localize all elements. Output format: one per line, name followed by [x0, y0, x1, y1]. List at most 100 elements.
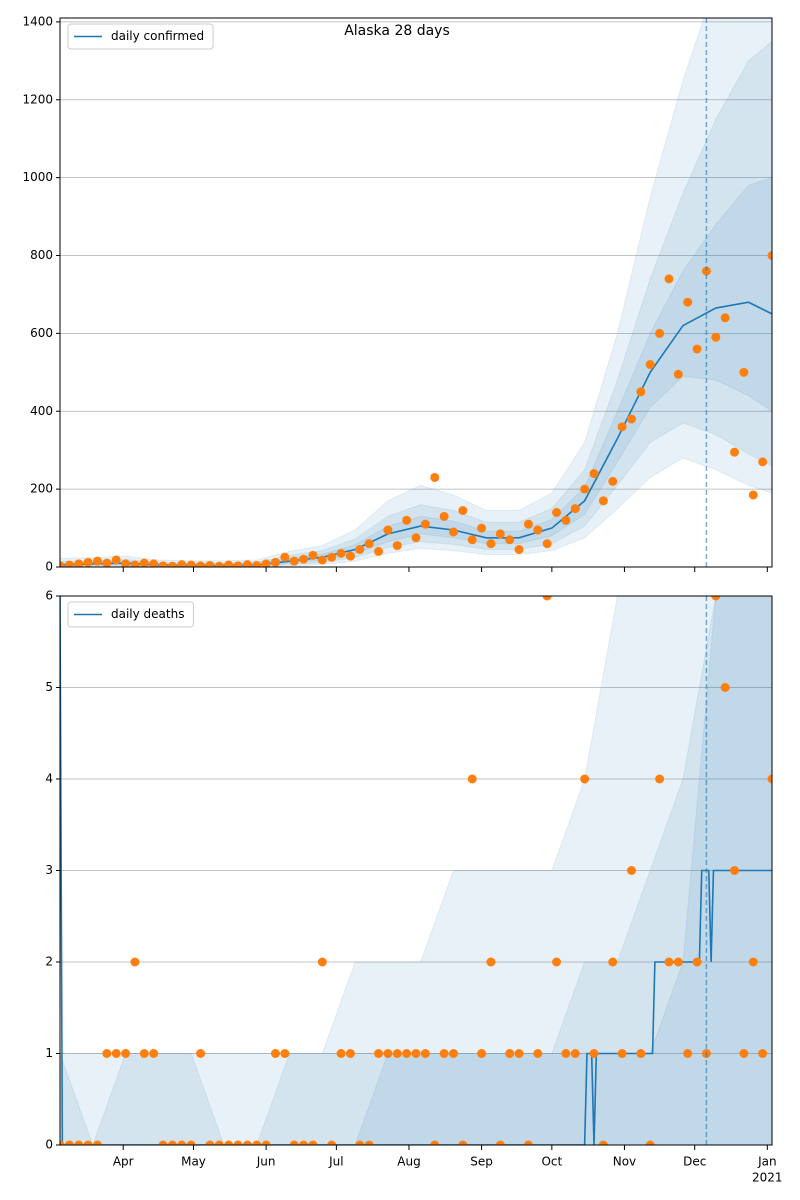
x-tick-label: Dec: [683, 1155, 706, 1169]
x-tick-label: Aug: [397, 1155, 420, 1169]
observed-point: [505, 1049, 515, 1058]
observed-point: [121, 559, 131, 567]
observed-point: [392, 541, 402, 551]
legend: daily deaths: [67, 601, 194, 628]
observed-point: [495, 1140, 505, 1145]
observed-point: [617, 1049, 627, 1058]
observed-point: [74, 559, 84, 567]
observed-point: [299, 554, 309, 564]
observed-point: [458, 1140, 468, 1145]
y-tick-label: 1000: [22, 170, 53, 184]
observed-point: [224, 560, 234, 567]
observed-point: [392, 1049, 402, 1058]
observed-point: [308, 1140, 318, 1145]
observed-point: [730, 866, 740, 875]
observed-point: [598, 1140, 608, 1145]
observed-point: [364, 539, 374, 549]
observed-point: [683, 297, 693, 307]
y-tick-label: 1200: [22, 92, 53, 106]
uncertainty-band: [60, 18, 772, 567]
observed-point: [60, 561, 65, 567]
observed-point: [205, 1140, 215, 1145]
y-tick-label: 0: [45, 560, 53, 574]
y-tick-label: 1: [45, 1046, 53, 1060]
observed-point: [589, 1049, 599, 1058]
axes-frame: [59, 17, 773, 568]
observed-point: [289, 556, 299, 566]
observed-point: [214, 561, 224, 567]
observed-point: [205, 560, 215, 567]
axes-frame: [59, 595, 773, 1146]
observed-point: [64, 560, 74, 567]
observed-point: [186, 1140, 196, 1145]
observed-point: [448, 1049, 458, 1058]
observed-point: [83, 1140, 93, 1145]
y-tick-label: 4: [45, 772, 53, 786]
observed-point: [730, 447, 740, 457]
x-tick-label: Sep: [470, 1155, 493, 1169]
observed-point: [467, 535, 477, 545]
observed-point: [92, 1140, 102, 1145]
observed-point: [767, 774, 772, 784]
observed-point: [111, 1049, 121, 1058]
observed-point: [514, 1049, 524, 1058]
observed-point: [477, 523, 487, 533]
observed-point: [720, 313, 730, 323]
observed-point: [608, 957, 618, 967]
observed-point: [430, 472, 440, 482]
observed-point: [139, 1049, 149, 1058]
observed-point: [336, 1049, 346, 1058]
observed-point: [252, 560, 262, 567]
observed-point: [111, 555, 121, 565]
y-tick-label: 2: [45, 955, 53, 969]
observed-point: [505, 535, 515, 545]
y-tick-label: 3: [45, 863, 53, 877]
observed-point: [580, 484, 590, 494]
observed-point: [514, 544, 524, 554]
observed-point: [158, 561, 168, 567]
observed-point: [224, 1140, 234, 1145]
observed-point: [83, 557, 93, 567]
observed-point: [664, 957, 674, 967]
observed-point: [758, 457, 768, 467]
observed-point: [523, 519, 533, 529]
observed-point: [533, 525, 543, 535]
legend: daily confirmed: [67, 23, 214, 50]
observed-point: [711, 596, 721, 601]
observed-point: [149, 559, 159, 567]
observed-point: [589, 469, 599, 479]
y-tick-label: 800: [30, 248, 53, 262]
observed-point: [280, 1049, 290, 1058]
observed-point: [336, 548, 346, 558]
observed-point: [655, 774, 665, 784]
y-tick-label: 6: [45, 589, 53, 603]
observed-point: [430, 1140, 440, 1145]
observed-point: [448, 527, 458, 537]
observed-point: [570, 1049, 580, 1058]
model-line: [60, 596, 772, 1145]
observed-point: [270, 557, 280, 567]
observed-point: [402, 515, 412, 525]
observed-point: [261, 559, 271, 567]
observed-point: [233, 561, 243, 567]
observed-point: [467, 774, 477, 784]
observed-point: [711, 332, 721, 342]
chart-title: Alaska 28 days: [344, 23, 450, 39]
observed-point: [692, 344, 702, 354]
observed-point: [186, 560, 196, 567]
observed-point: [214, 1140, 224, 1145]
observed-point: [64, 1140, 74, 1145]
observed-point: [683, 1049, 693, 1058]
observed-point: [364, 1140, 374, 1145]
observed-point: [374, 1049, 384, 1058]
observed-point: [739, 367, 749, 377]
observed-point: [102, 558, 112, 567]
observed-point: [130, 957, 140, 967]
observed-point: [626, 414, 636, 424]
observed-point: [167, 561, 177, 567]
observed-point: [327, 1140, 337, 1145]
y-tick-label: 200: [30, 482, 53, 496]
observed-point: [739, 1049, 749, 1058]
y-tick-label: 0: [45, 1138, 53, 1152]
